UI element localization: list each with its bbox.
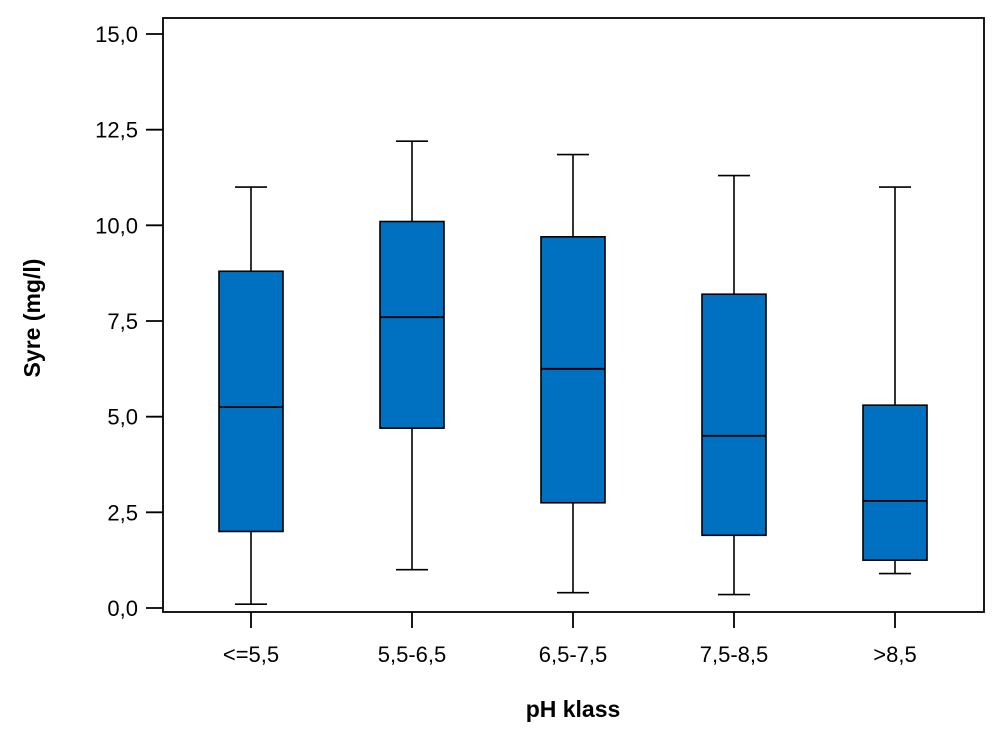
y-axis: 0,0 2,5 5,0 7,5 10,0 12,5 15,0 — [95, 22, 163, 621]
box-1 — [218, 186, 284, 605]
boxes-group — [218, 140, 928, 605]
x-tick-label: 7,5-8,5 — [700, 642, 769, 667]
y-tick-label: 5,0 — [107, 405, 138, 430]
box-3 — [540, 153, 606, 594]
iqr-box — [862, 404, 928, 561]
x-tick-label: >8,5 — [873, 642, 916, 667]
x-tick-label: 5,5-6,5 — [378, 642, 447, 667]
x-tick-label: <=5,5 — [223, 642, 279, 667]
iqr-box — [218, 270, 284, 533]
box-2 — [379, 140, 445, 571]
box-5 — [862, 186, 928, 575]
x-axis: <=5,5 5,5-6,5 6,5-7,5 7,5-8,5 >8,5 — [223, 612, 917, 667]
box-4 — [701, 174, 767, 596]
x-axis-title: pH klass — [526, 696, 621, 722]
y-tick-label: 2,5 — [107, 500, 138, 525]
y-tick-label: 10,0 — [95, 213, 138, 238]
y-tick-label: 0,0 — [107, 596, 138, 621]
iqr-box — [540, 236, 606, 504]
y-tick-label: 15,0 — [95, 22, 138, 47]
y-axis-title: Syre (mg/l) — [19, 259, 45, 378]
iqr-box — [701, 293, 767, 537]
iqr-box — [379, 220, 445, 429]
y-tick-label: 12,5 — [95, 118, 138, 143]
x-tick-label: 6,5-7,5 — [539, 642, 608, 667]
y-tick-label: 7,5 — [107, 309, 138, 334]
